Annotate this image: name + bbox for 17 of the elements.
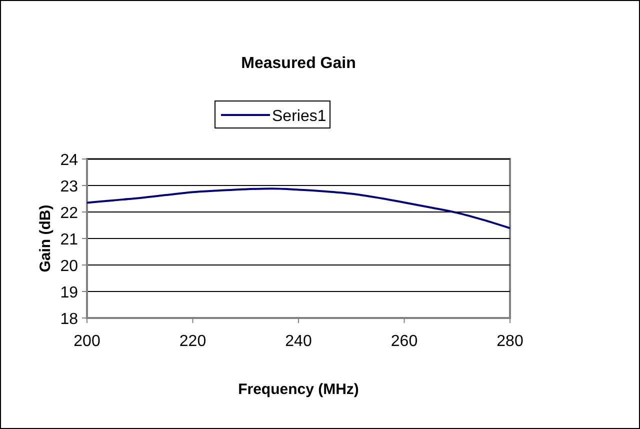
y-axis-title: Gain (dB) xyxy=(37,204,54,272)
legend-label: Series1 xyxy=(272,108,326,125)
y-tick-label: 20 xyxy=(60,258,78,275)
line-series xyxy=(86,188,511,230)
x-axis-title: Frequency (MHz) xyxy=(238,381,359,398)
x-tick-label: 200 xyxy=(74,333,100,350)
x-tick-label: 260 xyxy=(390,333,418,350)
y-tick-label: 18 xyxy=(60,311,78,328)
y-tick-label: 19 xyxy=(60,284,78,302)
x-tick-label: 220 xyxy=(179,333,206,350)
y-tick-label: 23 xyxy=(60,178,78,196)
y-tick-label: 22 xyxy=(60,205,78,222)
y-tick-label: 21 xyxy=(60,232,78,248)
y-tick-label: 24 xyxy=(60,152,78,169)
x-tick-label: 240 xyxy=(285,333,312,350)
chart-title: Measured Gain xyxy=(241,55,356,72)
x-tick-label: 280 xyxy=(496,333,524,350)
